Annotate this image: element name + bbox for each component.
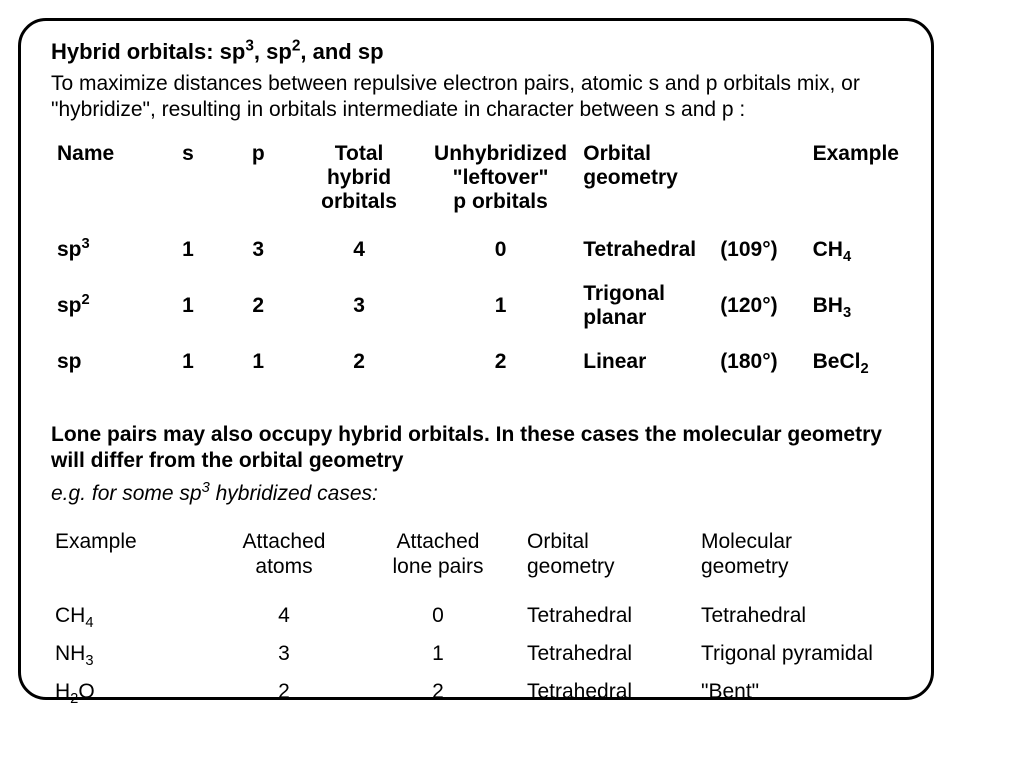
table-cell: Linear: [577, 340, 714, 384]
table-cell: 1: [424, 272, 577, 340]
table-row: NH331TetrahedralTrigonal pyramidal: [51, 635, 893, 673]
table-cell: 0: [424, 228, 577, 272]
table-cell: sp2: [51, 272, 154, 340]
table-cell: (109°): [714, 228, 806, 272]
table-cell: 3: [215, 635, 369, 673]
table-cell: CH4: [51, 597, 215, 635]
intro-text: To maximize distances between repulsive …: [51, 71, 905, 124]
table-cell: (180°): [714, 340, 806, 384]
table-row: sp31340Tetrahedral(109°)CH4: [51, 228, 905, 272]
table-cell: 4: [215, 597, 369, 635]
table-row: H2O22Tetrahedral"Bent": [51, 673, 893, 711]
column-header: Orbitalgeometry: [577, 138, 714, 228]
table-row: CH440TetrahedralTetrahedral: [51, 597, 893, 635]
table-cell: 2: [424, 340, 577, 384]
table-cell: 1: [154, 340, 222, 384]
table-cell: 2: [294, 340, 424, 384]
table-cell: CH4: [807, 228, 905, 272]
table-cell: (120°): [714, 272, 806, 340]
column-header: Example: [51, 526, 215, 596]
table-cell: NH3: [51, 635, 215, 673]
table-cell: 2: [222, 272, 294, 340]
table-cell: sp: [51, 340, 154, 384]
column-header: Total hybridorbitals: [294, 138, 424, 228]
column-header: Example: [807, 138, 905, 228]
table-cell: 1: [154, 272, 222, 340]
column-header: Moleculargeometry: [697, 526, 893, 596]
example-intro: e.g. for some sp3 hybridized cases:: [51, 482, 905, 506]
table-cell: Tetrahedral: [523, 673, 697, 711]
table-cell: 1: [222, 340, 294, 384]
column-header: p: [222, 138, 294, 228]
table-cell: 3: [222, 228, 294, 272]
column-header: Attachedatoms: [215, 526, 369, 596]
table-header-row: NamespTotal hybridorbitalsUnhybridized"l…: [51, 138, 905, 228]
column-header: s: [154, 138, 222, 228]
hybrid-orbitals-table: NamespTotal hybridorbitalsUnhybridized"l…: [51, 138, 905, 384]
lone-pair-note: Lone pairs may also occupy hybrid orbita…: [51, 422, 905, 475]
table-row: sp1122Linear(180°)BeCl2: [51, 340, 905, 384]
panel-title: Hybrid orbitals: sp3, sp2, and sp: [51, 39, 905, 65]
molecular-geometry-table: ExampleAttachedatomsAttachedlone pairsOr…: [51, 526, 893, 710]
table-cell: Tetrahedral: [697, 597, 893, 635]
column-header: [714, 138, 806, 228]
table-cell: sp3: [51, 228, 154, 272]
info-panel: Hybrid orbitals: sp3, sp2, and sp To max…: [18, 18, 934, 700]
table-cell: BeCl2: [807, 340, 905, 384]
table-cell: Tetrahedral: [577, 228, 714, 272]
column-header: Unhybridized"leftover"p orbitals: [424, 138, 577, 228]
table-cell: Trigonalplanar: [577, 272, 714, 340]
table-cell: H2O: [51, 673, 215, 711]
table-cell: 2: [369, 673, 523, 711]
table-cell: 3: [294, 272, 424, 340]
table-cell: 2: [215, 673, 369, 711]
table-header-row: ExampleAttachedatomsAttachedlone pairsOr…: [51, 526, 893, 596]
table-row: sp21231Trigonalplanar(120°)BH3: [51, 272, 905, 340]
table-cell: 1: [369, 635, 523, 673]
table-cell: Trigonal pyramidal: [697, 635, 893, 673]
table-cell: BH3: [807, 272, 905, 340]
table-cell: "Bent": [697, 673, 893, 711]
table-cell: 1: [154, 228, 222, 272]
column-header: Name: [51, 138, 154, 228]
table-cell: 0: [369, 597, 523, 635]
table-cell: Tetrahedral: [523, 635, 697, 673]
column-header: Orbitalgeometry: [523, 526, 697, 596]
column-header: Attachedlone pairs: [369, 526, 523, 596]
table-cell: 4: [294, 228, 424, 272]
table-cell: Tetrahedral: [523, 597, 697, 635]
